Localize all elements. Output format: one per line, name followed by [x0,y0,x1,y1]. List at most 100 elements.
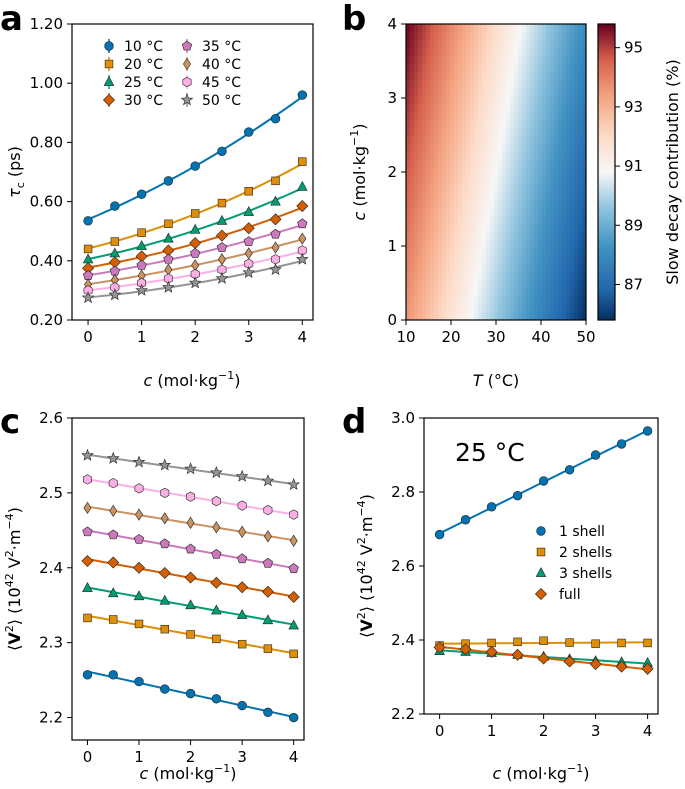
heatmap-cell [518,288,523,297]
heatmap-cell [490,312,495,320]
heatmap-cell [482,120,487,129]
heatmap-cell [438,176,443,185]
heatmap-cell [526,216,531,225]
panel-a-point-50-c [81,291,95,304]
heatmap-cell [450,40,455,49]
heatmap-cell [474,192,479,201]
heatmap-cell [574,232,579,241]
heatmap-cell [442,248,447,257]
heatmap-cell [482,248,487,257]
heatmap-cell [534,152,539,161]
heatmap-cell [498,296,503,305]
heatmap-cell [538,312,543,320]
panel-c-point-50-c [210,466,223,479]
heatmap-cell [450,224,455,233]
heatmap-cell [530,160,535,169]
heatmap-cell [442,160,447,169]
heatmap-cell [570,160,575,169]
heatmap-cell [518,232,523,241]
heatmap-cell [458,280,463,289]
heatmap-cell [550,32,555,41]
heatmap-cell [522,192,527,201]
heatmap-cell [542,184,547,193]
heatmap-cell [518,184,523,193]
heatmap-cell [470,208,475,217]
heatmap-cell [486,64,491,73]
heatmap-cell [510,104,515,113]
heatmap-cell [570,112,575,121]
heatmap-cell [454,176,459,185]
heatmap-cell [502,88,507,97]
heatmap-cell [486,40,491,49]
heatmap-cell [574,40,579,49]
heatmap-cell [426,224,431,233]
heatmap-cell [490,288,495,297]
heatmap-cell [406,248,411,257]
heatmap-cell [430,80,435,89]
heatmap-cell [578,208,583,217]
heatmap-cell [542,176,547,185]
heatmap-cell [442,112,447,121]
panel-b-ylabel: c (mol·kg−1) [348,124,369,221]
heatmap-cell [570,176,575,185]
heatmap-cell [470,32,475,41]
heatmap-cell [426,304,431,313]
panel-a-point-35-c [216,242,228,252]
heatmap-cell [542,80,547,89]
panel-a-legend-item-45-c: 45 °C [182,75,241,91]
heatmap-cell [414,112,419,121]
heatmap-cell [466,272,471,281]
heatmap-cell [410,192,415,201]
heatmap-cell [426,72,431,81]
heatmap-cell [410,24,415,33]
heatmap-cell [562,128,567,137]
heatmap-cell [530,144,535,153]
heatmap-cell [430,128,435,137]
heatmap-cell [554,136,559,145]
heatmap-cell [550,192,555,201]
heatmap-cell [546,48,551,57]
heatmap-cell [558,88,563,97]
heatmap-cell [582,72,586,81]
heatmap-cell [562,288,567,297]
heatmap-cell [566,72,571,81]
heatmap-cell [546,24,551,33]
panel-d-point-full [615,660,628,673]
panel-a-point-10-c [83,216,93,226]
heatmap-cell [534,112,539,121]
heatmap-cell [570,144,575,153]
heatmap-cell [450,160,455,169]
heatmap-cell [554,40,559,49]
heatmap-cell [574,104,579,113]
heatmap-cell [462,256,467,265]
heatmap-cell [518,128,523,137]
heatmap-cell [558,192,563,201]
heatmap-cell [562,296,567,305]
heatmap-cell [498,216,503,225]
heatmap-cell [414,216,419,225]
heatmap-cell [486,120,491,129]
heatmap-cell [522,64,527,73]
heatmap-cell [570,88,575,97]
heatmap-cell [450,72,455,81]
heatmap-cell [430,272,435,281]
heatmap-cell [466,280,471,289]
heatmap-cell [490,184,495,193]
heatmap-cell [470,288,475,297]
heatmap-cell [418,176,423,185]
heatmap-cell [486,288,491,297]
heatmap-cell [414,184,419,193]
heatmap-cell [406,232,411,241]
heatmap-cell [558,120,563,129]
heatmap-cell [490,96,495,105]
heatmap-cell [446,152,451,161]
heatmap-cell [498,312,503,320]
heatmap-cell [558,136,563,145]
heatmap-cell [462,176,467,185]
heatmap-cell [538,160,543,169]
heatmap-cell [478,128,483,137]
heatmap-cell [462,128,467,137]
heatmap-cell [526,184,531,193]
heatmap-cell [514,272,519,281]
heatmap-cell [462,88,467,97]
